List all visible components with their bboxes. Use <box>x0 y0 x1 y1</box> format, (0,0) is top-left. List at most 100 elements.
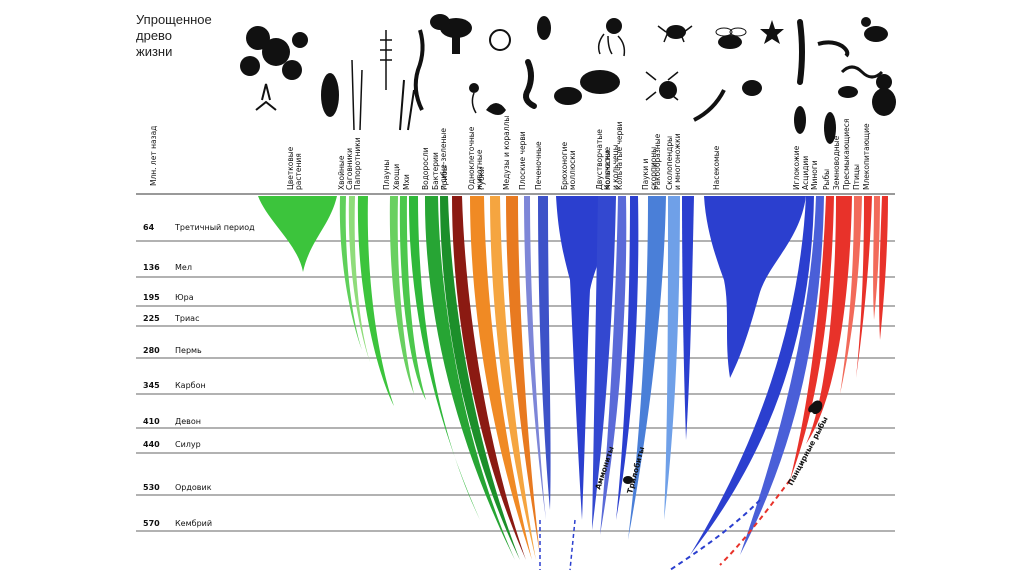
beetle-icon <box>742 80 762 96</box>
group-label: растения <box>294 153 303 190</box>
branch-centipedes <box>682 196 694 440</box>
organism-illustrations <box>240 14 896 144</box>
group-label: Саговники <box>345 148 354 190</box>
group-label: Водоросли <box>421 147 430 190</box>
group-label: Пресмыкающиеся <box>842 119 851 190</box>
branch-bacteria <box>440 196 520 560</box>
group-label: Хвойные <box>337 155 346 190</box>
fossil-label-armored-fish: Панцирные рыбы <box>786 415 830 487</box>
title-line-2: древо <box>136 28 172 43</box>
group-label: животные <box>475 149 484 190</box>
period-name: Третичный период <box>174 223 255 232</box>
conifer-cone-icon <box>321 59 363 131</box>
group-label: Хвощи <box>392 164 401 190</box>
group-label: Печеночные <box>534 141 543 190</box>
group-label: Ракообразные <box>653 133 662 190</box>
period-name: Девон <box>175 417 201 426</box>
group-label: моллюски <box>603 150 612 190</box>
group-label: Мхи <box>402 174 411 190</box>
branch-protozoa <box>470 196 532 560</box>
group-label: Плоские черви <box>518 131 527 190</box>
group-label: Двустворчатые <box>595 129 604 190</box>
period-mya: 225 <box>143 314 160 323</box>
branch-reptiles <box>856 196 872 378</box>
bee-icon <box>715 27 747 49</box>
branch-amphibians <box>840 196 862 394</box>
group-label: Земноводные <box>832 135 841 190</box>
period-mya: 410 <box>143 417 160 426</box>
group-label: Медузы и кораллы <box>502 116 511 190</box>
period-name: Юра <box>175 293 194 302</box>
gorilla-icon <box>872 74 896 116</box>
snake-icon <box>840 65 884 79</box>
branch-cycads <box>348 196 370 362</box>
ascidian-icon <box>794 106 806 134</box>
period-mya: 440 <box>143 440 160 449</box>
group-label: Кольчатые черви <box>615 121 624 190</box>
group-label: и кольчецы <box>611 144 620 190</box>
group-label: Брюхоногие <box>560 141 569 190</box>
branch-flatworms <box>524 196 546 520</box>
flowering-plants-icon <box>240 26 308 111</box>
period-name: Мел <box>175 263 192 272</box>
branch-jellyfish <box>506 196 540 555</box>
branch-horsetails <box>399 196 426 400</box>
branch-ferns <box>357 196 394 406</box>
branch-bivalves <box>592 196 616 530</box>
branch-ringed-worms <box>616 196 639 520</box>
period-mya: 530 <box>143 483 160 492</box>
mushroom-icon <box>430 14 472 54</box>
period-name: Карбон <box>175 381 206 390</box>
centipede-icon <box>693 89 726 122</box>
horsetail-icon <box>380 30 415 131</box>
fish-icon <box>824 112 836 144</box>
branch-liver-flukes <box>538 196 551 510</box>
coral-icon <box>486 29 511 115</box>
branch-fish <box>806 196 852 444</box>
title-line-3: жизни <box>136 44 172 59</box>
period-mya: 64 <box>143 223 155 232</box>
group-label: Одноклеточные <box>467 126 476 190</box>
group-label: скорпионы <box>649 147 658 190</box>
branch-conifers <box>339 196 362 350</box>
branch-mosses <box>408 196 480 520</box>
group-label: Папоротники <box>353 137 362 190</box>
armored-fish-icon <box>808 400 823 415</box>
ancestral-dashed-center-2 <box>569 519 576 571</box>
period-mya: 136 <box>143 263 160 272</box>
branch-algae <box>424 196 515 560</box>
branch-crustaceans <box>664 196 680 520</box>
branch-annelids <box>600 196 627 535</box>
title-line-1: Упрощенное <box>136 12 212 27</box>
group-label: Млекопитающие <box>862 123 871 190</box>
period-name: Ордовик <box>175 483 212 492</box>
branch-lampreys <box>790 196 834 480</box>
branch-insects <box>704 196 806 378</box>
ancestral-dashed-blue <box>669 499 761 571</box>
period-name: Триас <box>174 314 199 323</box>
branch-spiders <box>628 196 666 540</box>
spider-icon <box>645 71 679 101</box>
group-label: Плауны <box>382 160 391 190</box>
group-label: Кольчатые <box>603 147 612 190</box>
period-mya: 280 <box>143 346 160 355</box>
period-name: Кембрий <box>175 519 212 528</box>
period-mya: 195 <box>143 293 160 302</box>
group-label: Птицы <box>852 164 861 190</box>
branch-lycopods <box>389 196 414 394</box>
branch-birds <box>873 196 880 320</box>
branch-fungi <box>452 196 526 560</box>
lineage-branches <box>258 196 888 571</box>
group-label: Миноги <box>810 160 819 190</box>
group-label: Асцидии <box>801 156 810 190</box>
period-name: Пермь <box>175 346 202 355</box>
algae-icon <box>413 29 425 111</box>
octopus-icon <box>597 18 626 57</box>
branch-mammals <box>879 196 888 340</box>
group-label: Бактерии <box>431 152 440 190</box>
group-label: Пауки и <box>641 159 650 190</box>
group-label: Цветковые <box>286 146 295 190</box>
ancestral-dashed-red <box>719 479 791 566</box>
branch-ascidians <box>740 196 824 555</box>
